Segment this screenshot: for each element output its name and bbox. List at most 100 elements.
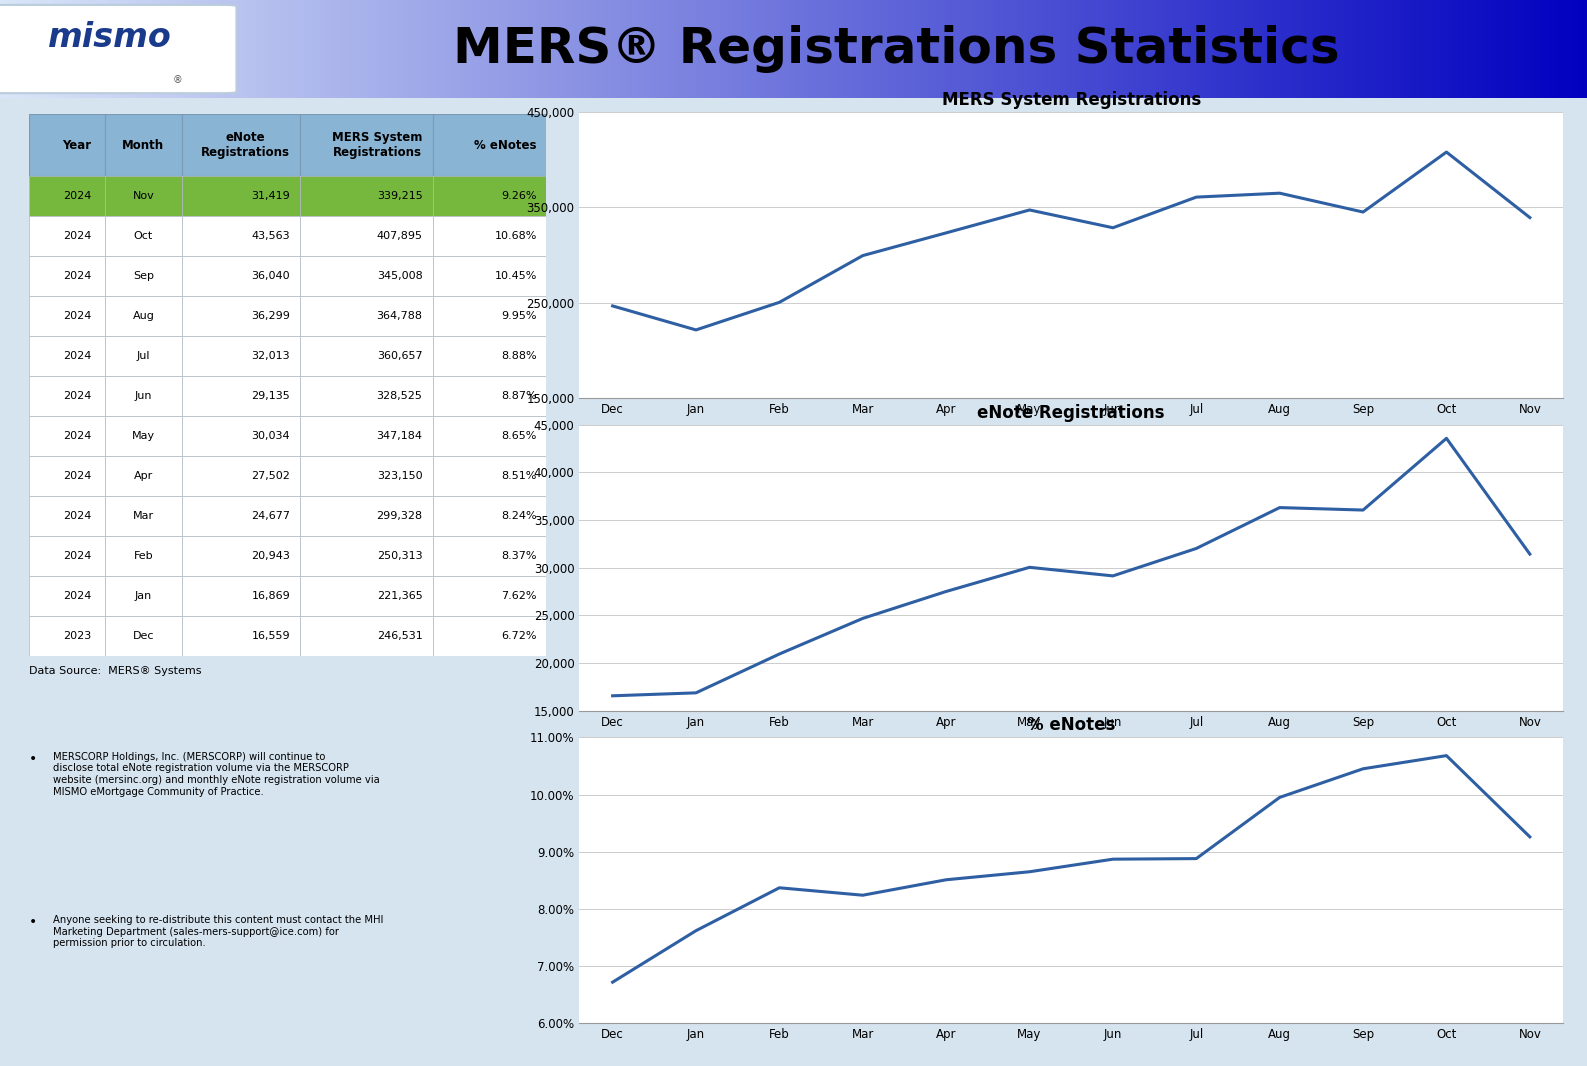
Text: Dec: Dec: [133, 631, 154, 641]
Bar: [936, 0, 941, 98]
Bar: [838, 0, 843, 98]
Bar: [300, 576, 433, 616]
Bar: [960, 0, 965, 98]
Bar: [457, 0, 462, 98]
Bar: [722, 0, 727, 98]
Bar: [1203, 0, 1208, 98]
Bar: [346, 0, 351, 98]
Bar: [294, 0, 298, 98]
Bar: [29, 416, 105, 456]
Bar: [860, 0, 867, 98]
Bar: [105, 496, 181, 536]
Text: 2024: 2024: [63, 391, 92, 401]
Bar: [714, 0, 719, 98]
Bar: [1571, 0, 1576, 98]
Bar: [1206, 0, 1212, 98]
Text: 2024: 2024: [63, 311, 92, 321]
Bar: [1052, 0, 1057, 98]
Bar: [1095, 0, 1101, 98]
Bar: [29, 616, 105, 656]
Bar: [270, 0, 276, 98]
Bar: [1511, 0, 1517, 98]
Bar: [489, 0, 494, 98]
Bar: [330, 0, 335, 98]
Bar: [1293, 0, 1298, 98]
Bar: [251, 0, 256, 98]
Bar: [1412, 0, 1419, 98]
Bar: [1579, 0, 1584, 98]
Bar: [321, 0, 327, 98]
Bar: [181, 296, 300, 336]
Text: 24,677: 24,677: [251, 511, 290, 521]
Bar: [1146, 0, 1152, 98]
Text: 8.65%: 8.65%: [501, 431, 536, 441]
Bar: [349, 0, 355, 98]
Text: 32,013: 32,013: [252, 351, 290, 361]
Bar: [460, 0, 467, 98]
Bar: [794, 0, 798, 98]
Bar: [1282, 0, 1287, 98]
Bar: [508, 0, 514, 98]
Bar: [797, 0, 803, 98]
Bar: [924, 0, 930, 98]
Bar: [1320, 0, 1327, 98]
Bar: [743, 0, 747, 98]
Bar: [592, 0, 597, 98]
Text: ®: ®: [173, 76, 183, 85]
Bar: [32, 0, 38, 98]
Bar: [1047, 0, 1054, 98]
Bar: [746, 0, 752, 98]
Bar: [540, 0, 546, 98]
Bar: [1441, 0, 1446, 98]
Text: 2024: 2024: [63, 191, 92, 201]
Bar: [663, 0, 668, 98]
Bar: [333, 0, 340, 98]
Bar: [300, 256, 433, 296]
Bar: [111, 0, 117, 98]
Text: 250,313: 250,313: [376, 551, 422, 561]
Text: 347,184: 347,184: [376, 431, 422, 441]
Bar: [24, 0, 29, 98]
Bar: [949, 0, 954, 98]
Bar: [267, 0, 271, 98]
Bar: [1028, 0, 1033, 98]
Bar: [495, 0, 501, 98]
Text: 8.88%: 8.88%: [501, 351, 536, 361]
Title: eNote Registrations: eNote Registrations: [978, 404, 1165, 422]
Bar: [854, 0, 859, 98]
Bar: [1539, 0, 1544, 98]
Bar: [1209, 0, 1216, 98]
Bar: [711, 0, 716, 98]
Text: 2024: 2024: [63, 231, 92, 241]
Text: Jan: Jan: [135, 591, 152, 600]
Bar: [219, 0, 224, 98]
Bar: [1568, 0, 1573, 98]
Text: Aug: Aug: [132, 311, 154, 321]
Bar: [273, 0, 279, 98]
Bar: [378, 0, 382, 98]
Text: 27,502: 27,502: [251, 471, 290, 481]
Bar: [944, 0, 949, 98]
Bar: [1543, 0, 1549, 98]
Bar: [433, 296, 546, 336]
Bar: [178, 0, 184, 98]
Bar: [1397, 0, 1403, 98]
Bar: [703, 0, 708, 98]
Bar: [1055, 0, 1060, 98]
Text: 345,008: 345,008: [376, 271, 422, 281]
Bar: [29, 496, 105, 536]
Bar: [654, 0, 660, 98]
Text: 16,869: 16,869: [251, 591, 290, 600]
Bar: [889, 0, 895, 98]
Bar: [389, 0, 395, 98]
Bar: [1079, 0, 1086, 98]
Bar: [638, 0, 644, 98]
Bar: [749, 0, 755, 98]
Bar: [262, 0, 268, 98]
Bar: [1504, 0, 1509, 98]
Bar: [532, 0, 536, 98]
Bar: [146, 0, 152, 98]
Bar: [1365, 0, 1370, 98]
Bar: [181, 336, 300, 376]
Bar: [1039, 0, 1046, 98]
